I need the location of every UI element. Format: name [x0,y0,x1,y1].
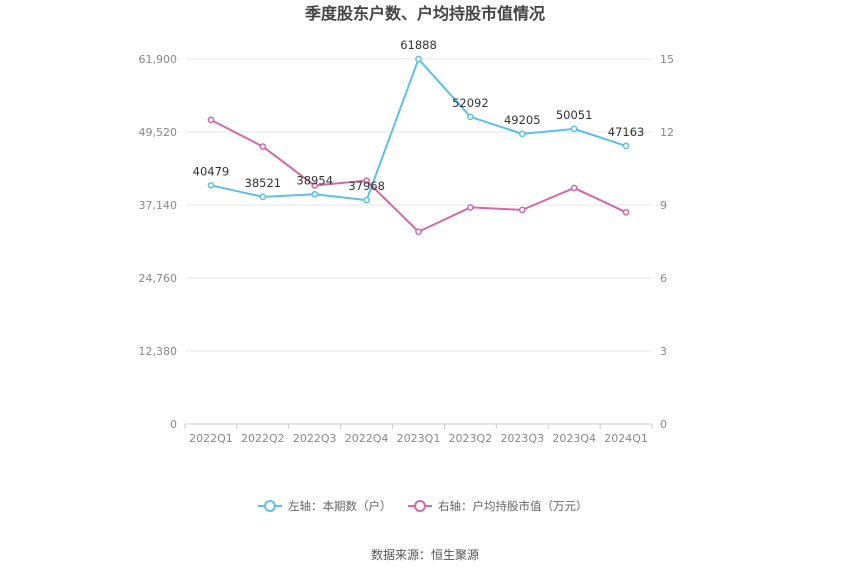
y-left-tick-label: 49,520 [139,126,178,139]
data-point [622,208,630,216]
legend: 左轴：本期数（户） 右轴：户均持股市值（万元） [258,499,588,513]
y-right-tick-label: 6 [660,272,667,285]
x-tick-label: 2022Q1 [189,432,233,445]
data-point [467,113,474,121]
data-label: 38954 [296,173,333,187]
data-point [259,193,267,201]
y-left-tick-label: 37,140 [139,199,178,212]
data-label: 47163 [608,125,645,139]
x-tick-label: 2023Q3 [500,432,544,445]
data-point [259,143,267,150]
y-left-tick-label: 0 [170,418,177,431]
data-point [518,130,526,138]
chart-title: 季度股东户数、户均持股市值情况 [304,4,545,23]
y-right-tick-label: 15 [660,53,674,66]
y-right-tick-label: 9 [660,199,667,212]
data-point [207,116,215,124]
x-tick-label: 2022Q4 [345,432,389,445]
data-point [518,206,526,214]
x-tick-label: 2024Q1 [604,432,648,445]
legend-label: 左轴：本期数（户） [288,499,392,513]
y-left-tick-label: 61,900 [139,53,178,66]
x-tick-label: 2023Q1 [397,432,441,445]
x-tick-label: 2023Q4 [552,432,596,445]
data-point [415,228,422,236]
data-label: 49205 [504,113,541,127]
y-right-tick-label: 0 [660,418,667,431]
y-left-tick-label: 24,760 [139,272,178,285]
x-tick-label: 2023Q2 [449,432,493,445]
data-point [311,182,319,189]
source-note: 数据来源：恒生聚源 [371,547,479,562]
y-right-tick-label: 12 [660,126,674,139]
data-point [467,204,474,211]
data-point [570,184,578,192]
y-left-tick-label: 12,380 [139,345,178,358]
axes: 0 12,380 24,760 37,140 49,520 61,900 0 3 6 9 12 15 2… [139,53,675,445]
data-point [622,142,630,150]
data-labels: 40479 38521 38954 37968 61888 52092 49205 50051… [193,38,645,193]
data-label: 40479 [193,164,230,178]
data-point [415,55,422,63]
x-tick-label: 2022Q3 [293,432,337,445]
y-right-tick-label: 3 [660,345,667,358]
data-point [311,190,319,198]
data-point [570,125,578,133]
legend-marker [264,500,276,512]
x-tick-label: 2022Q2 [241,432,285,445]
data-label: 38521 [245,176,282,190]
data-label: 37968 [348,179,385,193]
data-point [363,196,370,204]
data-label: 52092 [452,96,489,110]
legend-marker [414,500,426,512]
series [207,55,630,236]
data-label: 61888 [400,38,437,52]
data-label: 50051 [556,108,593,122]
data-point [207,181,215,189]
legend-label: 右轴：户均持股市值（万元） [438,499,588,513]
data-point [363,177,370,185]
